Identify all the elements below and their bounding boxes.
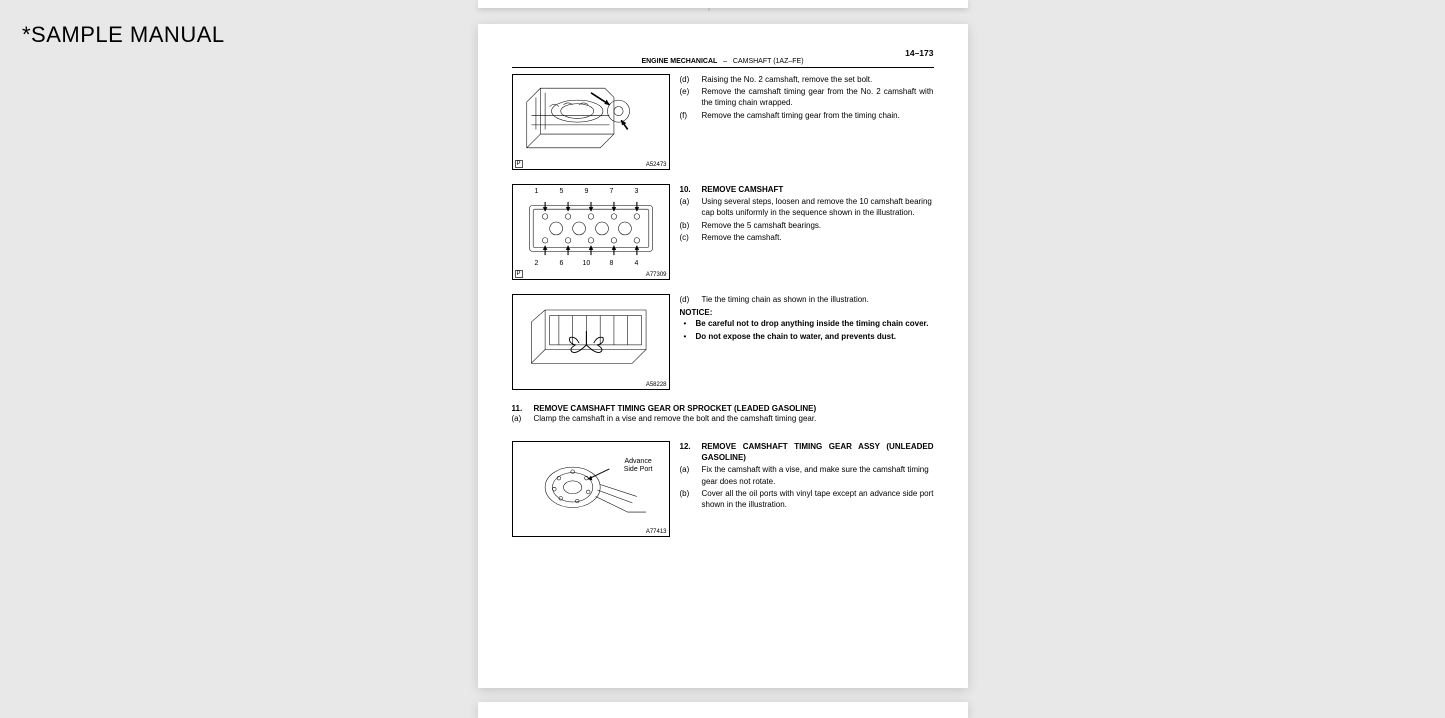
header-title: ENGINE MECHANICAL – CAMSHAFT (1AZ–FE) (512, 52, 934, 65)
s5-a-letter: (a) (680, 464, 698, 486)
section-5-content: 12.REMOVE CAMSHAFT TIMING GEAR ASSY (UNL… (680, 441, 934, 511)
bullet-icon: • (684, 318, 690, 329)
section-2-content: 10. REMOVE CAMSHAFT (a)Using several step… (680, 184, 934, 244)
sample-manual-label: *SAMPLE MANUAL (22, 22, 225, 48)
s1-f-letter: (f) (680, 110, 698, 121)
header-sep: – (723, 58, 727, 65)
figure-3-code: A58228 (646, 382, 667, 388)
s2-b-text: Remove the 5 camshaft bearings. (702, 220, 822, 231)
s2-c-letter: (c) (680, 232, 698, 243)
figure-2-code: A77309 (646, 272, 667, 278)
section-5: AdvanceSide Port A77413 12.REMOVE CAMSHA… (512, 441, 934, 537)
seq-10: 10 (583, 260, 591, 267)
seq-6: 6 (560, 260, 564, 267)
section-2: 1 5 9 7 3 2 6 10 8 4 P A77309 10. REMOVE … (512, 184, 934, 280)
figure-4: AdvanceSide Port A77413 (512, 441, 670, 537)
next-page-edge (478, 702, 968, 718)
figure-4-code: A77413 (646, 529, 667, 535)
s5-b-text: Cover all the oil ports with vinyl tape … (702, 488, 934, 510)
seq-9: 9 (585, 188, 589, 195)
s5-num: 12. (680, 441, 698, 463)
s3-d-text: Tie the timing chain as shown in the ill… (702, 294, 869, 305)
seq-1: 1 (535, 188, 539, 195)
section-1: P A52473 (d) Raising the No. 2 camshaft, … (512, 74, 934, 170)
bullet-icon: • (684, 331, 690, 342)
section-3: A58228 (d) Tie the timing chain as shown … (512, 294, 934, 390)
s1-e-text: Remove the camshaft timing gear from the… (702, 86, 934, 108)
figure-3: A58228 (512, 294, 670, 390)
s1-d-letter: (d) (680, 74, 698, 85)
figure-4-callout: AdvanceSide Port (624, 458, 653, 475)
s3-notice: NOTICE: (680, 307, 934, 318)
s5-b-letter: (b) (680, 488, 698, 510)
s2-num: 10. (680, 184, 698, 195)
figure-2-sketch (517, 189, 665, 267)
section-4: 11. REMOVE CAMSHAFT TIMING GEAR OR SPROCK… (512, 404, 934, 423)
s2-a-text: Using several steps, loosen and remove t… (702, 196, 934, 218)
seq-3: 3 (635, 188, 639, 195)
figure-1-sketch (517, 79, 665, 157)
prev-page-edge (478, 0, 968, 8)
header-section: ENGINE MECHANICAL (641, 58, 717, 65)
section-1-content: (d) Raising the No. 2 camshaft, remove th… (680, 74, 934, 122)
figure-1-label: P (515, 160, 523, 168)
s3-b1: Be careful not to drop anything inside t… (696, 318, 929, 329)
s4-title: REMOVE CAMSHAFT TIMING GEAR OR SPROCKET … (534, 404, 817, 413)
s4-num: 11. (512, 404, 530, 413)
figure-2: 1 5 9 7 3 2 6 10 8 4 P A77309 (512, 184, 670, 280)
s1-e-letter: (e) (680, 86, 698, 108)
figure-2-label: P (515, 270, 523, 278)
s2-b-letter: (b) (680, 220, 698, 231)
s4-a-text: Clamp the camshaft in a vise and remove … (534, 414, 817, 423)
seq-7: 7 (610, 188, 614, 195)
s4-a-letter: (a) (512, 414, 530, 423)
seq-2: 2 (535, 260, 539, 267)
s5-title: REMOVE CAMSHAFT TIMING GEAR ASSY (UNLEAD… (702, 441, 934, 463)
page-header: 14–173 ENGINE MECHANICAL – CAMSHAFT (1AZ… (512, 52, 934, 68)
manual-page: 14–173 ENGINE MECHANICAL – CAMSHAFT (1AZ… (478, 24, 968, 688)
s2-c-text: Remove the camshaft. (702, 232, 782, 243)
s3-b2: Do not expose the chain to water, and pr… (696, 331, 896, 342)
page-number: 14–173 (905, 48, 933, 58)
s3-d-letter: (d) (680, 294, 698, 305)
seq-5: 5 (560, 188, 564, 195)
seq-8: 8 (610, 260, 614, 267)
header-subsection: CAMSHAFT (1AZ–FE) (733, 58, 804, 65)
s2-title: REMOVE CAMSHAFT (702, 184, 784, 195)
figure-1-code: A52473 (646, 162, 667, 168)
s1-f-text: Remove the camshaft timing gear from the… (702, 110, 900, 121)
s2-a-letter: (a) (680, 196, 698, 218)
s1-d-text: Raising the No. 2 camshaft, remove the s… (702, 74, 873, 85)
seq-4: 4 (635, 260, 639, 267)
figure-3-sketch (517, 299, 665, 377)
s5-a-text: Fix the camshaft with a vise, and make s… (702, 464, 934, 486)
figure-1: P A52473 (512, 74, 670, 170)
section-3-content: (d) Tie the timing chain as shown in the … (680, 294, 934, 343)
